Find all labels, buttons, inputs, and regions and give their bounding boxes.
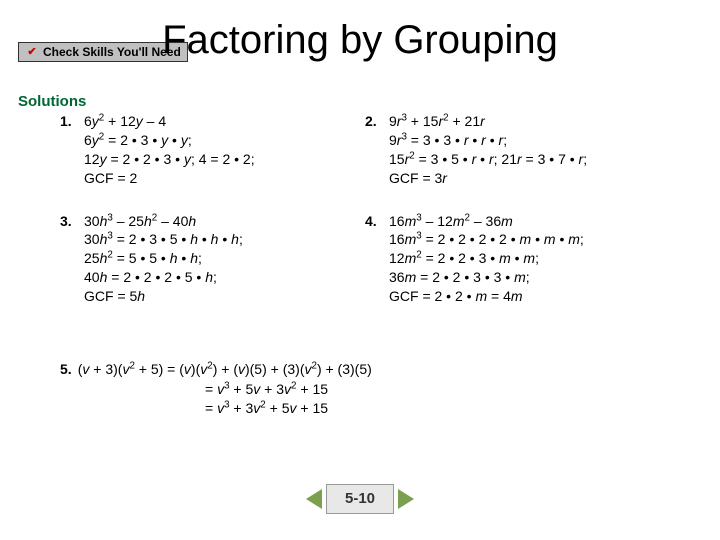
prev-arrow-icon[interactable] <box>306 489 322 509</box>
page-number-box: 5-10 <box>326 484 394 514</box>
solutions-row-1: 1. 6y2 + 12y – 4 6y2 = 2 • 3 • y • y; 12… <box>60 112 670 188</box>
solutions-row-2: 3. 30h3 – 25h2 – 40h 30h3 = 2 • 3 • 5 • … <box>60 212 670 306</box>
expr-line: 9r3 + 15r2 + 21r <box>389 112 670 131</box>
expr-line: = v3 + 5v + 3v2 + 15 <box>60 380 660 400</box>
problem-number: 5. <box>60 361 72 377</box>
expr-line: 15r2 = 3 • 5 • r • r; 21r = 3 • 7 • r; <box>389 150 670 169</box>
expr-line: 36m = 2 • 2 • 3 • 3 • m; <box>389 268 670 287</box>
problem-4: 4. 16m3 – 12m2 – 36m 16m3 = 2 • 2 • 2 • … <box>365 212 670 306</box>
page-title: Factoring by Grouping <box>0 18 720 63</box>
problem-number: 2. <box>365 112 377 131</box>
expr-line: 40h = 2 • 2 • 2 • 5 • h; <box>84 268 365 287</box>
expr-line: 6y2 = 2 • 3 • y • y; <box>84 131 365 150</box>
problem-2: 2. 9r3 + 15r2 + 21r 9r3 = 3 • 3 • r • r … <box>365 112 670 188</box>
expr-line: 25h2 = 5 • 5 • h • h; <box>84 249 365 268</box>
problem-3: 3. 30h3 – 25h2 – 40h 30h3 = 2 • 3 • 5 • … <box>60 212 365 306</box>
expr-line: GCF = 3r <box>389 169 670 188</box>
problem-number: 1. <box>60 112 72 131</box>
expr-line: 16m3 – 12m2 – 36m <box>389 212 670 231</box>
expr-line: 5. (v + 3)(v2 + 5) = (v)(v2) + (v)(5) + (… <box>60 360 660 380</box>
expr-line: 6y2 + 12y – 4 <box>84 112 365 131</box>
expr-line: 12y = 2 • 2 • 3 • y; 4 = 2 • 2; <box>84 150 365 169</box>
problem-number: 3. <box>60 212 72 231</box>
expr-text: (v + 3)(v2 + 5) = (v)(v2) + (v)(5) + (3)… <box>78 361 372 377</box>
solutions-grid: 1. 6y2 + 12y – 4 6y2 = 2 • 3 • y • y; 12… <box>60 112 670 330</box>
expr-line: GCF = 2 <box>84 169 365 188</box>
expr-line: GCF = 2 • 2 • m = 4m <box>389 287 670 306</box>
expr-line: 16m3 = 2 • 2 • 2 • 2 • m • m • m; <box>389 230 670 249</box>
expr-line: 12m2 = 2 • 2 • 3 • m • m; <box>389 249 670 268</box>
problem-1: 1. 6y2 + 12y – 4 6y2 = 2 • 3 • y • y; 12… <box>60 112 365 188</box>
page-navigation: 5-10 <box>0 484 720 514</box>
expr-line: = v3 + 3v2 + 5v + 15 <box>60 399 660 419</box>
problem-5: 5. (v + 3)(v2 + 5) = (v)(v2) + (v)(5) + (… <box>60 360 660 419</box>
expr-line: GCF = 5h <box>84 287 365 306</box>
expr-line: 30h3 = 2 • 3 • 5 • h • h • h; <box>84 230 365 249</box>
expr-line: 9r3 = 3 • 3 • r • r • r; <box>389 131 670 150</box>
expr-line: 30h3 – 25h2 – 40h <box>84 212 365 231</box>
solutions-label: Solutions <box>18 93 86 110</box>
next-arrow-icon[interactable] <box>398 489 414 509</box>
problem-number: 4. <box>365 212 377 231</box>
